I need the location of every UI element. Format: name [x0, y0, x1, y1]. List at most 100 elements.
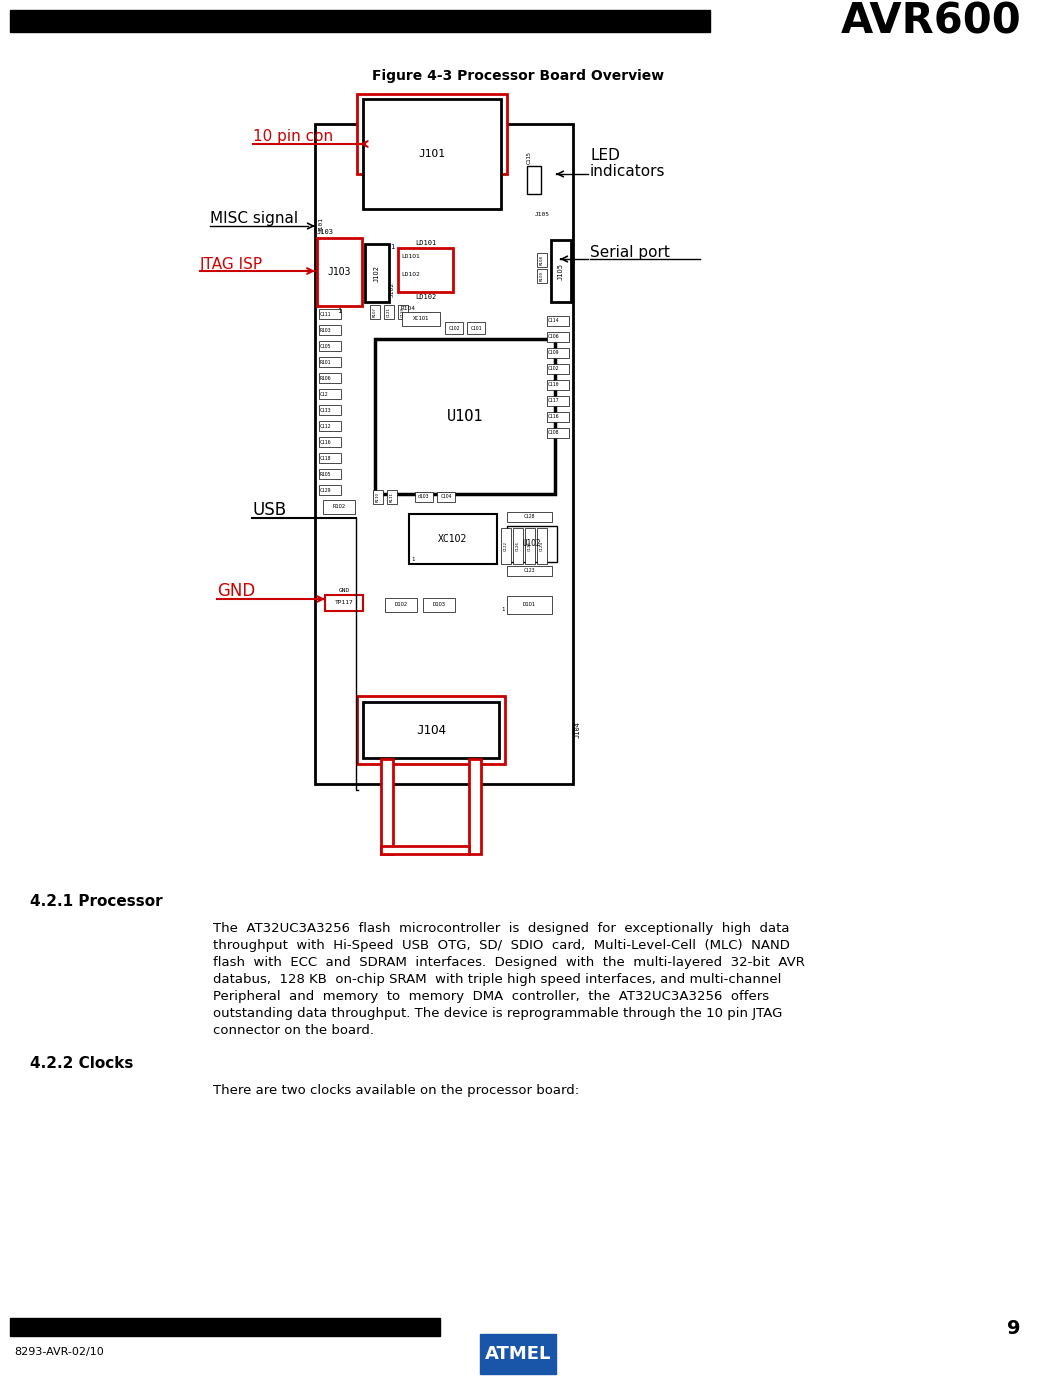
Text: D1O2: D1O2: [394, 602, 408, 608]
Bar: [507, 566, 552, 576]
Text: C1O4: C1O4: [441, 494, 452, 500]
Text: databus,  128 KB  on-chip SRAM  with triple high speed interfaces, and multi-cha: databus, 128 KB on-chip SRAM with triple…: [213, 973, 781, 985]
Text: C124: C124: [540, 541, 544, 551]
Text: C1O1: C1O1: [470, 325, 482, 331]
Text: C1O8: C1O8: [548, 430, 560, 436]
Text: C118: C118: [320, 455, 332, 461]
Text: J104: J104: [574, 721, 581, 739]
Bar: [546, 428, 569, 437]
Text: C121: C121: [387, 307, 391, 317]
Text: C1I3: C1I3: [320, 407, 332, 412]
Bar: [317, 238, 362, 306]
Text: indicators: indicators: [590, 165, 666, 180]
Text: U1O2: U1O2: [523, 540, 541, 548]
Bar: [323, 500, 355, 513]
Text: R1O8: R1O8: [540, 255, 544, 264]
Bar: [319, 484, 341, 495]
Text: LD1O2: LD1O2: [401, 273, 420, 277]
Text: C1O9: C1O9: [548, 350, 560, 356]
Text: R1O3: R1O3: [320, 328, 332, 332]
Bar: [513, 529, 523, 565]
Bar: [381, 846, 469, 854]
Bar: [537, 529, 546, 565]
Bar: [537, 253, 546, 267]
Bar: [415, 491, 433, 502]
Text: C1O5: C1O5: [320, 343, 332, 349]
Bar: [375, 339, 555, 494]
Bar: [501, 529, 511, 565]
Bar: [398, 304, 408, 318]
Text: C1O2: C1O2: [548, 367, 560, 371]
Text: 10 pin con: 10 pin con: [253, 130, 333, 144]
Text: GND: GND: [217, 583, 255, 601]
Text: R1O6: R1O6: [320, 375, 332, 381]
Text: C126: C126: [516, 541, 520, 551]
Text: Figure 4-3 Processor Board Overview: Figure 4-3 Processor Board Overview: [372, 69, 664, 83]
Text: 8293-AVR-02/10: 8293-AVR-02/10: [15, 1347, 104, 1356]
Bar: [363, 702, 499, 758]
Text: C12: C12: [320, 392, 329, 396]
Bar: [373, 490, 383, 504]
Text: R1O1: R1O1: [320, 360, 332, 364]
Text: C122: C122: [504, 541, 508, 551]
Text: C116: C116: [320, 440, 332, 444]
Text: USB: USB: [252, 501, 286, 519]
Text: 1: 1: [411, 556, 414, 562]
Text: J1O4: J1O4: [416, 724, 446, 736]
Bar: [319, 309, 341, 318]
Bar: [546, 412, 569, 422]
Text: Peripheral  and  memory  to  memory  DMA  controller,  the  AT32UC3A3256  offers: Peripheral and memory to memory DMA cont…: [213, 990, 769, 1003]
Text: J1O1: J1O1: [419, 149, 446, 159]
Text: J1O2: J1O2: [374, 264, 380, 281]
Bar: [546, 332, 569, 342]
Text: R1O7: R1O7: [373, 307, 377, 317]
Text: flash  with  ECC  and  SDRAM  interfaces.  Designed  with  the  multi-layered  3: flash with ECC and SDRAM interfaces. Des…: [213, 956, 805, 969]
Text: TP117: TP117: [335, 601, 354, 606]
Text: J101: J101: [319, 216, 324, 231]
Text: 4.2.1 Processor: 4.2.1 Processor: [30, 894, 163, 909]
Bar: [525, 529, 535, 565]
Text: throughput  with  Hi-Speed  USB  OTG,  SD/  SDIO  card,  Multi-Level-Cell  (MLC): throughput with Hi-Speed USB OTG, SD/ SD…: [213, 938, 790, 952]
Bar: [546, 364, 569, 374]
Text: C123: C123: [524, 569, 535, 573]
Bar: [357, 696, 505, 764]
Text: C117: C117: [548, 399, 560, 404]
Text: C114: C114: [548, 318, 560, 324]
Text: R1O5: R1O5: [320, 472, 332, 476]
Bar: [546, 381, 569, 390]
Bar: [387, 490, 397, 504]
Bar: [546, 316, 569, 327]
Bar: [409, 513, 497, 565]
Bar: [551, 239, 571, 302]
Text: C116: C116: [548, 414, 560, 419]
Bar: [363, 100, 501, 209]
Bar: [546, 396, 569, 406]
Text: C115: C115: [527, 151, 532, 163]
Text: LED: LED: [590, 148, 620, 163]
Text: d1O3: d1O3: [418, 494, 429, 500]
Bar: [370, 304, 380, 318]
Text: J105: J105: [535, 212, 550, 216]
Bar: [357, 94, 507, 174]
Text: GND: GND: [338, 588, 349, 592]
Text: J102: J102: [390, 282, 395, 298]
Bar: [423, 598, 455, 612]
Text: J1O3: J1O3: [328, 267, 352, 277]
Bar: [469, 758, 481, 854]
Bar: [10, 1318, 440, 1336]
Text: XC1O2: XC1O2: [439, 534, 468, 544]
Bar: [546, 347, 569, 358]
Text: R1O9: R1O9: [540, 271, 544, 281]
Text: The  AT32UC3A3256  flash  microcontroller  is  designed  for  exceptionally  hig: The AT32UC3A3256 flash microcontroller i…: [213, 922, 789, 936]
Text: LD101: LD101: [415, 239, 437, 246]
Text: XC1O1: XC1O1: [413, 317, 429, 321]
Text: C111: C111: [320, 311, 332, 317]
Text: C1O6: C1O6: [548, 335, 560, 339]
Bar: [537, 268, 546, 282]
Bar: [10, 10, 710, 32]
Text: MISC signal: MISC signal: [211, 212, 298, 227]
Bar: [319, 421, 341, 430]
Bar: [384, 304, 394, 318]
Bar: [480, 1334, 556, 1374]
Text: C110: C110: [548, 382, 560, 388]
